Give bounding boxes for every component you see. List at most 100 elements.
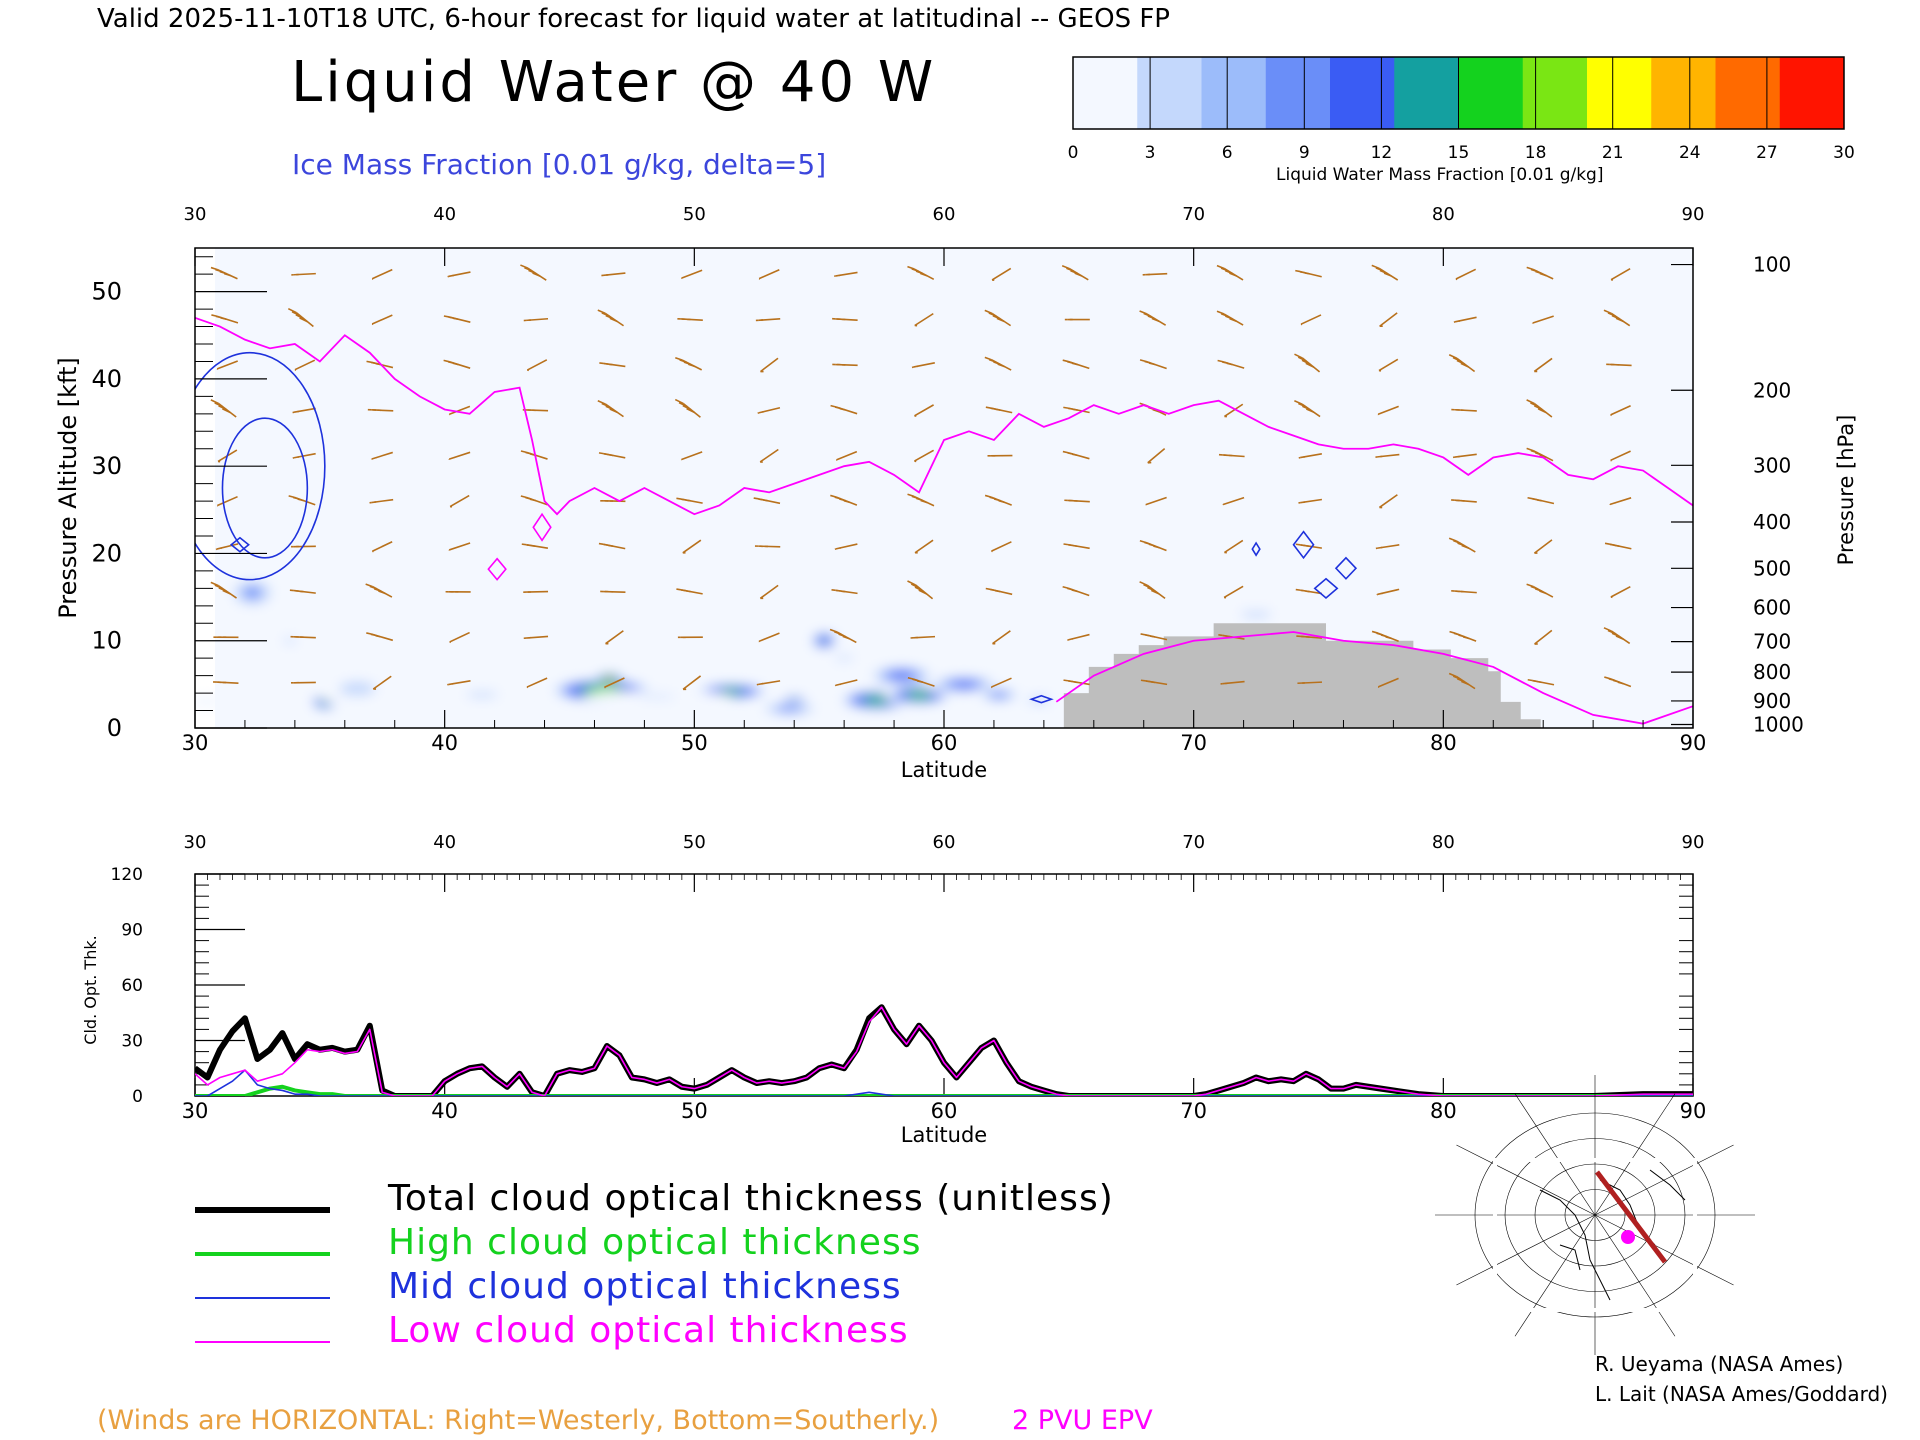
- wind-barb: [1527, 678, 1555, 686]
- wind-barb-feather: [1603, 309, 1612, 315]
- wind-barb: [523, 635, 549, 640]
- wind-barb: [1449, 630, 1477, 642]
- main-cross-section: 3030404050506060707080809090010203040501…: [54, 204, 1858, 782]
- wind-barb: [674, 398, 701, 418]
- wind-barb-feather: [608, 453, 614, 457]
- wind-barb: [526, 677, 548, 689]
- wind-barb-staff: [1377, 588, 1400, 596]
- wind-barb: [1531, 315, 1554, 324]
- wind-barb-feather: [1063, 679, 1069, 682]
- wind-barb-feather: [218, 405, 227, 411]
- ice-contour: [1313, 577, 1339, 600]
- wind-barb-feather: [1527, 496, 1533, 500]
- wind-barb-feather: [1301, 359, 1311, 365]
- wind-barb-feather: [1229, 272, 1237, 277]
- map-clip-edge: [1493, 1158, 1697, 1312]
- wind-barb-feather: [1302, 405, 1311, 411]
- wind-barb: [682, 539, 702, 554]
- colorbar-tick-label: 9: [1299, 143, 1310, 163]
- wind-barb-feather: [299, 317, 308, 323]
- wind-barb: [1062, 450, 1090, 460]
- x-tick-label-top: 70: [1182, 832, 1205, 853]
- liquid-water-cell: [1318, 575, 1394, 602]
- wind-barb: [1448, 354, 1476, 373]
- x-tick-label-top: 60: [933, 204, 956, 225]
- wind-barb-feather: [1379, 269, 1388, 275]
- wind-barb-feather: [685, 499, 691, 502]
- wind-barb: [984, 309, 1012, 327]
- wind-barb-feather: [1216, 264, 1225, 270]
- wind-barb: [1377, 405, 1399, 416]
- wind-barb: [291, 272, 316, 276]
- wind-barb-feather: [839, 407, 846, 411]
- wind-barb: [1139, 540, 1167, 552]
- wind-barb: [605, 630, 624, 645]
- y-axis-label: Pressure Altitude [kft]: [54, 357, 82, 619]
- main-title: Liquid Water @ 40 W: [291, 50, 937, 115]
- wind-barb: [1603, 309, 1631, 327]
- location-map: [1435, 1075, 1755, 1355]
- wind-barb-feather: [1139, 310, 1148, 315]
- wind-barb-feather: [1062, 359, 1069, 363]
- liquid-water-cell: [195, 694, 225, 709]
- wind-barb: [1610, 450, 1631, 462]
- wind-barb: [210, 399, 237, 418]
- plot-field: [195, 248, 1693, 728]
- wind-barb: [448, 405, 471, 416]
- wind-barb: [1448, 672, 1476, 690]
- wind-barb-feather: [525, 451, 532, 455]
- x-tick-label: 60: [931, 731, 958, 755]
- wind-barb-feather: [1145, 634, 1151, 637]
- colorbar-tick-label: 6: [1222, 143, 1233, 163]
- wind-barb-feather: [1297, 356, 1307, 362]
- colorbar: 0 3 6 9 12 15 18 21 24 27 30: [1068, 56, 1855, 163]
- wind-barb-feather: [763, 499, 769, 502]
- wind-barb: [1139, 359, 1167, 370]
- wind-barb: [372, 675, 392, 690]
- wind-barb-feather: [676, 588, 682, 591]
- x-tick-label: 30: [182, 1099, 209, 1123]
- wind-barb: [677, 318, 703, 321]
- wind-barb-feather: [674, 398, 684, 405]
- wind-barb-feather: [297, 498, 304, 502]
- y-tick-label: 30: [121, 1032, 143, 1052]
- wind-barb-feather: [608, 544, 614, 548]
- wind-barb: [1526, 399, 1553, 418]
- x-tick-label: 90: [1680, 1099, 1707, 1123]
- x-tick-label-top: 70: [1182, 204, 1205, 225]
- map-meridian: [1594, 1093, 1676, 1216]
- wind-barb-feather: [1229, 317, 1237, 323]
- wind-barb-feather: [1223, 634, 1228, 638]
- wind-barb-feather: [603, 543, 609, 547]
- wind-barb: [1379, 312, 1398, 328]
- wind-barb: [832, 317, 858, 322]
- wind-barb-staff: [1610, 267, 1631, 281]
- liquid-water-cell: [892, 672, 911, 679]
- map-transect: [1595, 1170, 1667, 1264]
- y-tick-label: 20: [91, 539, 122, 567]
- wind-barb-feather: [1218, 634, 1223, 637]
- wind-barb-staff: [1379, 312, 1398, 327]
- wind-barb: [829, 628, 857, 644]
- wind-barb-staff: [216, 360, 239, 370]
- wind-barb-staff: [991, 267, 1012, 281]
- wind-barb: [367, 408, 394, 412]
- wind-barb: [1295, 588, 1322, 595]
- wind-barb-feather: [1151, 317, 1160, 323]
- wind-barb: [449, 631, 470, 644]
- plot-background: [195, 248, 1693, 728]
- wind-barb: [294, 359, 316, 371]
- wind-barb: [521, 543, 549, 550]
- wind-barb-feather: [1150, 681, 1156, 684]
- wind-barb-feather: [366, 632, 372, 635]
- wind-barb: [289, 589, 316, 594]
- wind-barb: [1298, 498, 1323, 504]
- wind-barb-staff: [526, 359, 548, 371]
- wind-barb: [758, 632, 780, 643]
- wind-barb-staff: [1378, 494, 1398, 509]
- wind-barb: [1223, 539, 1244, 554]
- wind-barb-feather: [1371, 264, 1380, 270]
- wind-barb-feather: [443, 359, 450, 363]
- wind-barb: [1533, 539, 1553, 554]
- wind-barb: [907, 676, 935, 687]
